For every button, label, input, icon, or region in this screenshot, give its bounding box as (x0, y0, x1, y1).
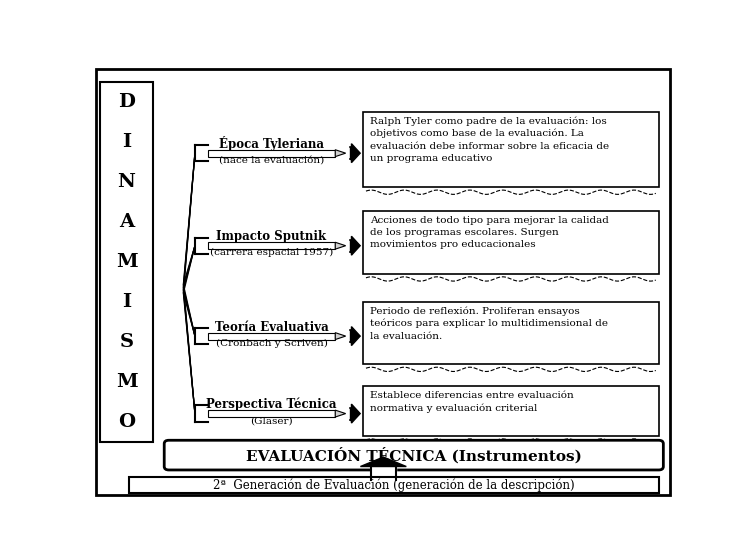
Text: Teoría Evaluativa: Teoría Evaluativa (215, 320, 328, 334)
FancyBboxPatch shape (129, 477, 659, 493)
Polygon shape (335, 150, 346, 157)
Polygon shape (361, 457, 406, 467)
Text: Perspectiva Técnica: Perspectiva Técnica (206, 397, 337, 411)
Text: I: I (122, 293, 131, 311)
Text: M: M (116, 373, 138, 391)
Text: (Glaser): (Glaser) (250, 416, 292, 425)
FancyBboxPatch shape (208, 150, 335, 157)
Text: (nace la evaluación): (nace la evaluación) (219, 156, 324, 165)
Text: Periodo de reflexión. Proliferan ensayos
teóricos para explicar lo multidimensio: Periodo de reflexión. Proliferan ensayos… (370, 306, 608, 340)
FancyBboxPatch shape (363, 386, 659, 436)
FancyBboxPatch shape (208, 333, 335, 339)
FancyBboxPatch shape (363, 112, 659, 187)
Text: I: I (122, 133, 131, 151)
Text: S: S (120, 333, 134, 350)
Polygon shape (352, 144, 361, 163)
FancyBboxPatch shape (96, 69, 670, 495)
FancyBboxPatch shape (165, 440, 663, 470)
Text: Época Tyleriana: Época Tyleriana (219, 136, 324, 150)
Text: O: O (118, 413, 135, 430)
Polygon shape (352, 404, 361, 423)
Text: Establece diferencias entre evaluación
normativa y evaluación criterial: Establece diferencias entre evaluación n… (370, 391, 574, 413)
Text: D: D (118, 93, 135, 111)
Text: EVALUACIÓN TÉCNICA (Instrumentos): EVALUACIÓN TÉCNICA (Instrumentos) (246, 447, 582, 463)
Text: 2ª  Generación de Evaluación (generación de la descripción): 2ª Generación de Evaluación (generación … (213, 479, 575, 492)
FancyBboxPatch shape (363, 302, 659, 364)
FancyBboxPatch shape (208, 242, 335, 249)
Text: M: M (116, 253, 138, 271)
FancyBboxPatch shape (363, 211, 659, 274)
FancyBboxPatch shape (100, 82, 153, 442)
Text: A: A (119, 213, 134, 231)
Text: Acciones de todo tipo para mejorar la calidad
de los programas escolares. Surgen: Acciones de todo tipo para mejorar la ca… (370, 216, 609, 249)
Polygon shape (335, 333, 346, 339)
Polygon shape (335, 242, 346, 249)
Text: Impacto Sputnik: Impacto Sputnik (216, 230, 327, 243)
Text: (carrera espacial 1957): (carrera espacial 1957) (210, 248, 333, 257)
Text: Ralph Tyler como padre de la evaluación: los
objetivos como base de la evaluació: Ralph Tyler como padre de la evaluación:… (370, 116, 609, 163)
Polygon shape (335, 410, 346, 417)
FancyBboxPatch shape (208, 410, 335, 417)
Text: (Cronbach y Scriven): (Cronbach y Scriven) (215, 339, 328, 348)
Polygon shape (352, 326, 361, 345)
Text: N: N (117, 173, 135, 191)
Polygon shape (352, 236, 361, 255)
